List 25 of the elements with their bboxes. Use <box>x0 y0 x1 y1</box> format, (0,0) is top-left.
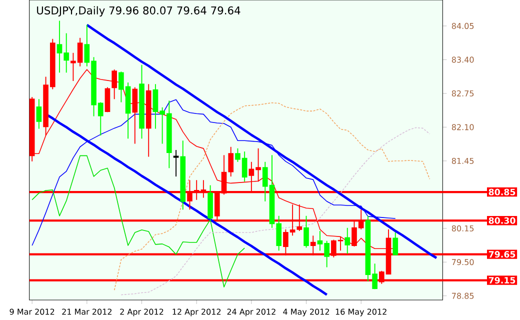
ref-line-label: 79.65 <box>488 251 516 258</box>
ref-line-label: 80.85 <box>488 188 516 196</box>
candlestick <box>146 84 152 158</box>
y-tick-label: 79.50 <box>452 259 474 266</box>
y-tick-label: 82.75 <box>452 90 474 96</box>
x-tick-label: 16 May 2012 <box>336 308 386 316</box>
y-tick-label: 78.85 <box>452 292 474 299</box>
x-tick-label: 4 May 2012 <box>283 308 329 316</box>
x-tick-label: 9 Mar 2012 <box>10 308 54 315</box>
text: USDJPY,Daily 79.96 80.07 79.64 79.64 <box>37 6 240 17</box>
line-series <box>32 155 245 288</box>
y-tick-label: 80.15 <box>452 225 474 232</box>
y-tick-label: 81.45 <box>452 158 474 164</box>
x-tick-label: 21 Mar 2012 <box>62 308 112 315</box>
y-tick-label: 82.10 <box>452 124 474 130</box>
candlestick <box>104 86 110 113</box>
x-tick-label: 24 Apr 2012 <box>227 308 276 316</box>
x-tick-label: 2 Apr 2012 <box>120 308 164 316</box>
candlestick <box>132 86 138 144</box>
ref-line-label: 80.30 <box>488 217 516 224</box>
x-tick-label: 12 Apr 2012 <box>172 308 221 316</box>
ref-line-label: 79.15 <box>488 276 516 284</box>
y-tick-label: 83.40 <box>452 56 474 63</box>
candlestick <box>173 150 179 177</box>
y-tick-label: 84.05 <box>452 22 474 29</box>
